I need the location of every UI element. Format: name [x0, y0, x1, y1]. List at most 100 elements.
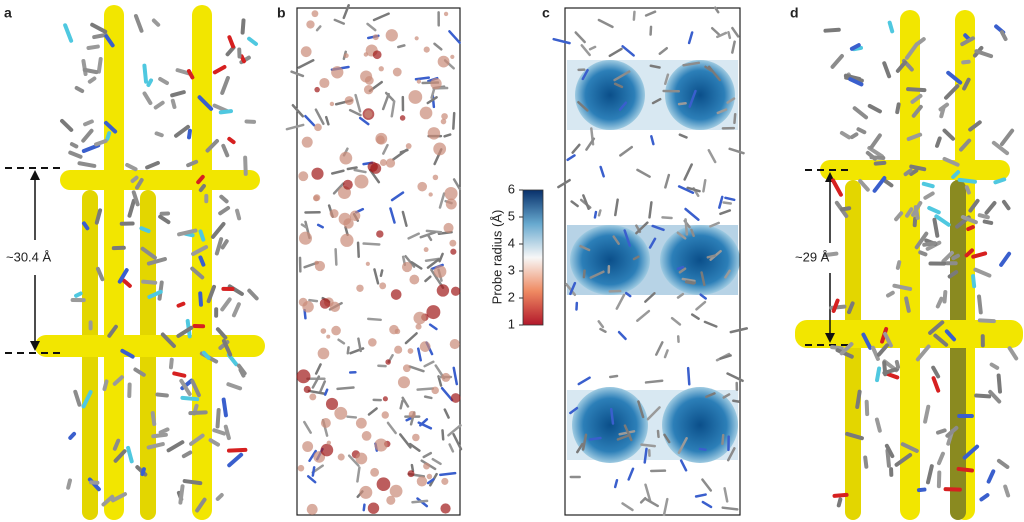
bond [397, 44, 406, 49]
bond [314, 363, 322, 375]
probe-dot [381, 411, 389, 419]
bond [101, 494, 115, 507]
bond [426, 234, 433, 242]
bond [240, 18, 246, 35]
bond [166, 440, 185, 453]
bond [172, 371, 187, 378]
bond [946, 70, 963, 85]
probe-dot [407, 470, 415, 478]
bond [357, 337, 362, 353]
bond [612, 235, 620, 245]
bond [158, 214, 171, 225]
bond [227, 452, 244, 468]
bond [882, 61, 892, 79]
bond [729, 327, 749, 334]
bond [619, 145, 634, 157]
bond [300, 223, 308, 229]
bond [452, 111, 456, 130]
bond [69, 142, 79, 149]
bond [716, 31, 728, 39]
bond [285, 123, 305, 131]
probe-dot [355, 452, 368, 465]
probe-dot [364, 110, 373, 119]
probe-dot [423, 46, 430, 53]
bond [942, 156, 960, 167]
probe-dot [365, 261, 370, 266]
bond [81, 128, 94, 143]
annotation: ~30.4 Å [6, 249, 52, 264]
bond [646, 406, 661, 421]
bond [905, 207, 914, 218]
bond [623, 229, 631, 247]
bond [408, 365, 425, 373]
bond [597, 209, 602, 217]
bond [632, 10, 636, 21]
probe-dot [414, 36, 419, 41]
bond [443, 408, 450, 419]
bond [722, 393, 731, 399]
bond [637, 400, 645, 419]
bond [836, 497, 843, 508]
bond [221, 143, 230, 158]
probe-dot [432, 174, 439, 181]
bond [664, 73, 670, 85]
probe-dot [334, 406, 348, 420]
colorbar-tick-label: 6 [508, 181, 515, 196]
bond [94, 208, 103, 225]
bond [916, 487, 927, 493]
bond [615, 293, 626, 310]
bond [303, 308, 307, 320]
probe-dot [338, 212, 352, 226]
bond [426, 258, 440, 269]
bond [303, 420, 312, 434]
bond [887, 20, 895, 34]
bond [81, 390, 93, 409]
bond [989, 362, 1000, 370]
bond [390, 191, 405, 202]
probe-dot [313, 194, 321, 202]
bond [195, 497, 207, 513]
probe-dot [385, 158, 396, 168]
bond [906, 132, 923, 142]
probe-dot [450, 248, 457, 255]
probe-dot [374, 438, 388, 452]
bond [945, 425, 959, 438]
probe-dot [326, 334, 331, 339]
bond [291, 103, 305, 118]
bond [726, 372, 744, 383]
bond [623, 424, 633, 442]
bond [894, 211, 904, 222]
probe-dot [431, 386, 439, 395]
bond [648, 201, 653, 219]
bond [873, 160, 887, 166]
bond [588, 436, 602, 441]
bond [356, 241, 360, 259]
bond [886, 290, 895, 298]
bond [571, 143, 581, 154]
bond [621, 45, 635, 57]
probe-dot [443, 222, 454, 233]
bond [925, 240, 942, 251]
bond [74, 85, 85, 94]
bond [722, 201, 732, 205]
colorbar [522, 189, 544, 326]
bond [926, 464, 934, 485]
bond [728, 147, 745, 155]
bond [170, 90, 186, 98]
bond [688, 89, 697, 108]
probe-dot [359, 485, 373, 499]
bond [104, 120, 118, 134]
bond [597, 18, 614, 29]
probe-dot [301, 136, 313, 148]
bond [146, 78, 154, 87]
bond [133, 367, 146, 377]
bond [684, 218, 689, 236]
bond [82, 67, 99, 75]
bond [404, 255, 416, 268]
bond [731, 40, 736, 54]
bond [422, 451, 433, 459]
bond [96, 57, 103, 74]
probe-dot [314, 123, 322, 132]
bond [683, 163, 693, 181]
bond [112, 438, 121, 451]
